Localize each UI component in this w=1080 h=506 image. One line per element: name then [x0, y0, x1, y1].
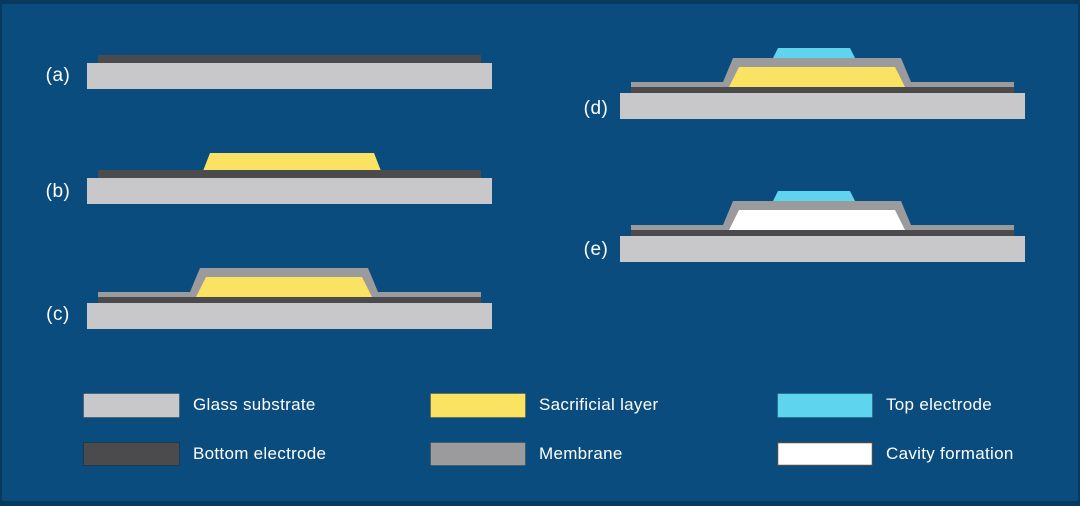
glass-substrate-swatch: [83, 392, 180, 418]
sacrificial-layer-swatch: [430, 392, 526, 418]
legend-item-membrane: Membrane: [430, 441, 623, 467]
cavity-layer: [729, 210, 905, 230]
bottom-electrode-layer: [631, 230, 1014, 236]
bottom-electrode-layer: [631, 87, 1014, 93]
sacrificial-layer-shape: [196, 277, 372, 297]
top-electrode-layer: [773, 191, 855, 201]
legend-item-glass-substrate: Glass substrate: [83, 392, 316, 418]
panel-a-label: (a): [45, 65, 71, 86]
panel-c-label: (c): [46, 304, 70, 325]
panel-e-diagram: [620, 191, 1025, 262]
legend-label: Cavity formation: [886, 444, 1014, 463]
legend-item-cavity-formation: Cavity formation: [777, 441, 1014, 467]
sacrificial-layer-shape: [203, 153, 381, 171]
legend-label: Sacrificial layer: [539, 395, 659, 414]
panel-c-diagram: [87, 268, 492, 329]
panel-d-diagram: [620, 48, 1025, 119]
legend-label: Membrane: [539, 444, 623, 463]
legend-item-bottom-electrode: Bottom electrode: [83, 441, 326, 467]
bottom-electrode-layer: [98, 170, 481, 178]
panel-a-diagram: [87, 55, 492, 89]
legend-label: Glass substrate: [193, 395, 316, 414]
legend-item-top-electrode: Top electrode: [777, 392, 992, 418]
glass-substrate-layer: [620, 236, 1025, 262]
legend-item-sacrificial-layer: Sacrificial layer: [430, 392, 658, 418]
cavity-formation-swatch: [777, 442, 873, 466]
glass-substrate-layer: [87, 303, 492, 329]
panel-d-label: (d): [583, 98, 609, 119]
sacrificial-layer-shape: [729, 67, 905, 87]
panel-e-label: (e): [583, 239, 609, 260]
bottom-electrode-layer: [98, 297, 481, 303]
bottom-electrode-layer: [98, 55, 481, 63]
glass-substrate-layer: [87, 178, 492, 204]
legend-label: Bottom electrode: [193, 444, 327, 463]
bottom-electrode-swatch: [83, 442, 180, 466]
glass-substrate-layer: [620, 93, 1025, 119]
panel-b-label: (b): [45, 181, 71, 202]
legend-label: Top electrode: [886, 395, 992, 414]
membrane-swatch: [430, 442, 526, 466]
panel-b-diagram: [87, 153, 492, 204]
top-electrode-swatch: [777, 392, 873, 418]
top-electrode-layer: [773, 48, 855, 58]
glass-substrate-layer: [87, 63, 492, 89]
